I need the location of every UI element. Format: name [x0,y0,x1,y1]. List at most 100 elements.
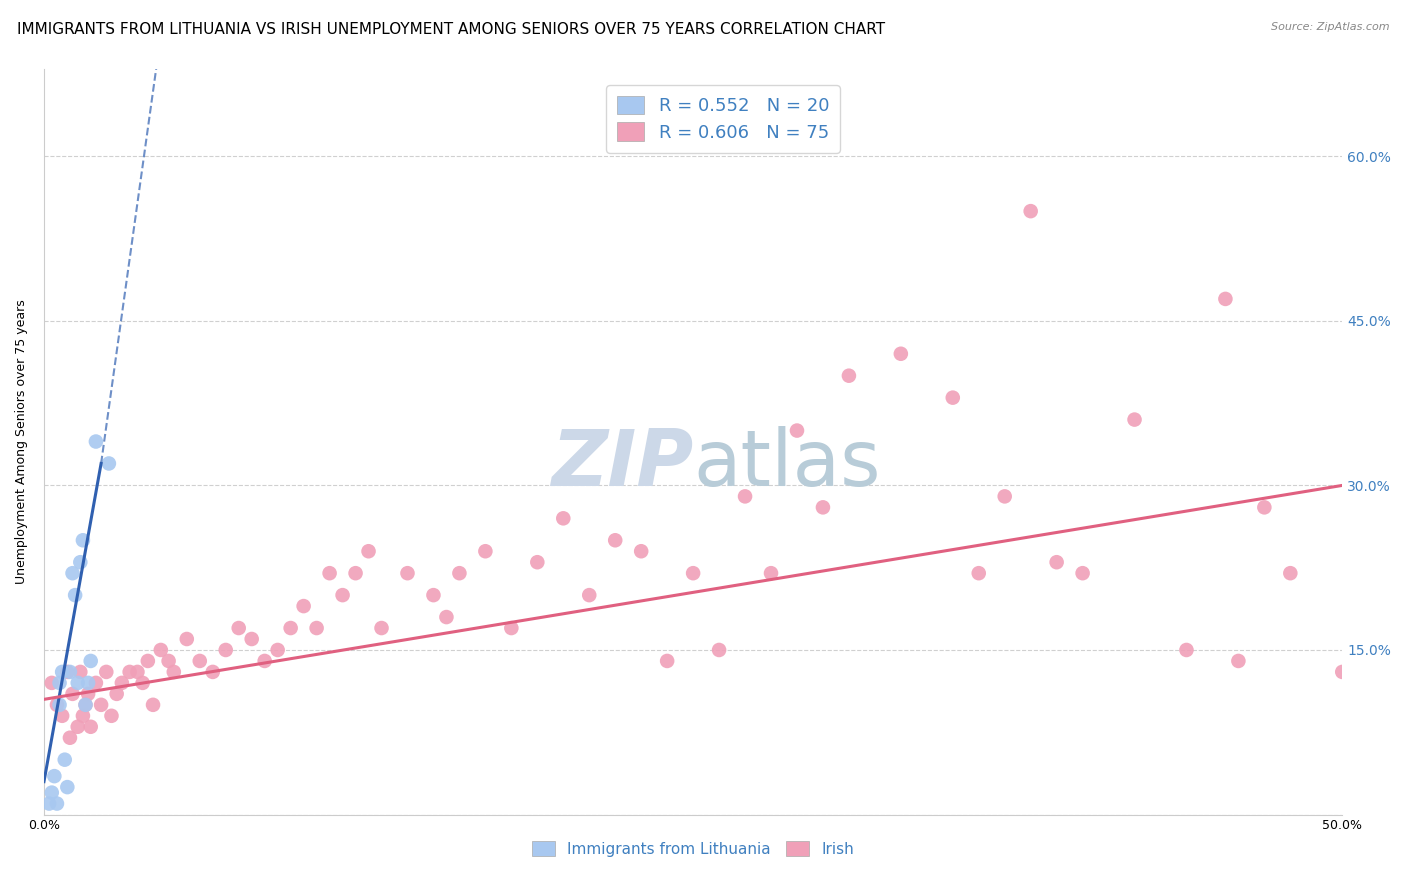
Text: ZIP: ZIP [551,425,693,502]
Point [51,708,73,723]
Point [1019,204,1042,219]
Point [127,665,149,679]
Point [1215,292,1237,306]
Point [811,500,834,515]
Point [657,654,679,668]
Point [967,566,990,581]
Point [69,555,91,569]
Point [66,720,89,734]
Point [41,786,63,800]
Point [1279,566,1302,581]
Point [131,676,153,690]
Point [46,797,69,811]
Point [1046,555,1069,569]
Point [501,621,523,635]
Point [84,676,107,690]
Point [682,566,704,581]
Point [48,698,70,712]
Point [553,511,575,525]
Point [630,544,652,558]
Point [72,708,94,723]
Text: IMMIGRANTS FROM LITHUANIA VS IRISH UNEMPLOYMENT AMONG SENIORS OVER 75 YEARS CORR: IMMIGRANTS FROM LITHUANIA VS IRISH UNEMP… [17,22,884,37]
Point [53,753,76,767]
Point [105,687,128,701]
Point [80,720,103,734]
Point [111,676,134,690]
Text: atlas: atlas [693,425,880,502]
Point [474,544,496,558]
Point [63,588,86,602]
Point [396,566,419,581]
Point [890,347,912,361]
Point [292,599,315,613]
Point [66,676,89,690]
Point [280,621,302,635]
Point [305,621,328,635]
Point [215,643,238,657]
Point [436,610,458,624]
Point [526,555,548,569]
Point [188,654,211,668]
Point [96,665,118,679]
Point [44,769,66,783]
Point [838,368,860,383]
Legend: R = 0.552   N = 20, R = 0.606   N = 75: R = 0.552 N = 20, R = 0.606 N = 75 [606,85,839,153]
Point [332,588,354,602]
Point [1253,500,1275,515]
Point [1175,643,1198,657]
Point [46,698,69,712]
Point [142,698,165,712]
Point [136,654,159,668]
Point [77,687,100,701]
Point [707,643,730,657]
Point [1331,665,1354,679]
Text: Source: ZipAtlas.com: Source: ZipAtlas.com [1271,22,1389,32]
Point [51,665,73,679]
Point [59,731,82,745]
Point [605,533,627,548]
Point [97,457,120,471]
Point [56,665,79,679]
Point [449,566,471,581]
Point [786,424,808,438]
Point [157,654,180,668]
Point [118,665,141,679]
Point [201,665,224,679]
Point [994,489,1017,503]
Point [344,566,367,581]
Point [422,588,444,602]
Point [357,544,380,558]
Point [56,780,79,794]
Point [1227,654,1250,668]
Point [1071,566,1094,581]
Point [228,621,250,635]
Point [163,665,186,679]
Point [62,566,84,581]
Point [942,391,965,405]
Point [734,489,756,503]
Point [1123,412,1146,426]
Point [80,654,103,668]
Point [253,654,276,668]
Point [62,687,84,701]
Point [266,643,288,657]
Point [41,676,63,690]
Point [75,698,97,712]
Point [84,434,107,449]
Point [75,698,97,712]
Point [72,533,94,548]
Point [69,665,91,679]
Point [578,588,600,602]
Point [370,621,392,635]
Point [100,708,122,723]
Point [759,566,782,581]
Point [149,643,172,657]
Point [38,797,60,811]
Y-axis label: Unemployment Among Seniors over 75 years: Unemployment Among Seniors over 75 years [15,299,28,584]
Point [48,676,70,690]
Point [318,566,340,581]
Point [59,665,82,679]
Point [176,632,198,646]
Point [90,698,112,712]
Point [77,676,100,690]
